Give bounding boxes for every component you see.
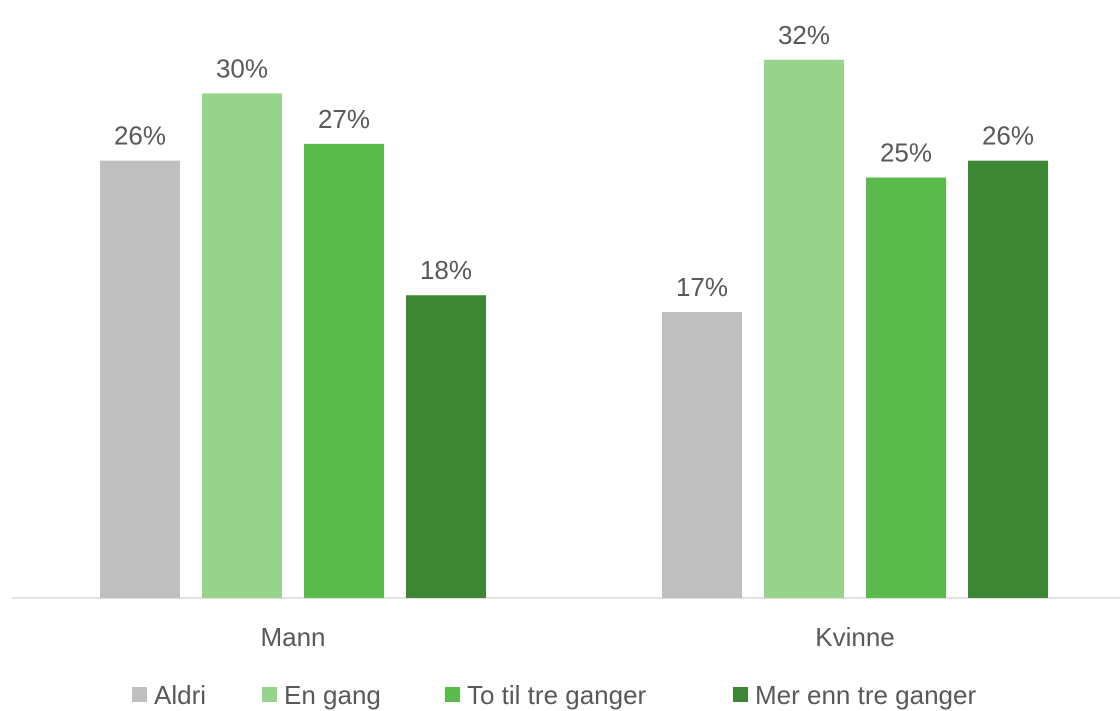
data-label: 30% <box>216 53 268 83</box>
data-label: 17% <box>676 272 728 302</box>
bar <box>304 143 384 599</box>
data-label: 26% <box>114 121 166 151</box>
legend-swatch <box>445 687 460 702</box>
bar <box>406 295 486 598</box>
data-label: 27% <box>318 104 370 134</box>
bar <box>202 93 282 599</box>
bar <box>764 59 844 598</box>
legend-swatch <box>733 687 748 702</box>
x-tick-label: Kvinne <box>815 622 895 652</box>
legend-label: En gang <box>284 680 381 710</box>
bar <box>866 177 946 598</box>
data-label: 26% <box>982 121 1034 151</box>
legend-label: Mer enn tre ganger <box>755 680 976 710</box>
legend-swatch <box>262 687 277 702</box>
legend-label: Aldri <box>154 680 206 710</box>
bar <box>662 312 742 598</box>
bar <box>100 160 180 598</box>
bar <box>968 160 1048 598</box>
data-label: 32% <box>778 20 830 50</box>
data-label: 25% <box>880 138 932 168</box>
data-label: 18% <box>420 255 472 285</box>
legend-swatch <box>132 687 147 702</box>
legend-label: To til tre ganger <box>467 680 647 710</box>
x-tick-label: Mann <box>260 622 325 652</box>
